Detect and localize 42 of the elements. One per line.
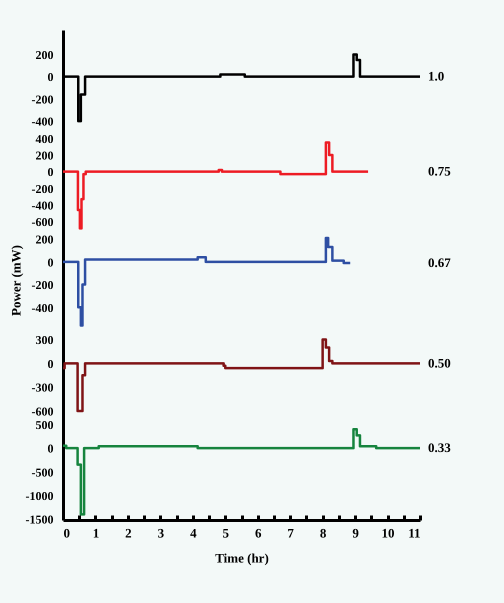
y-tick-label: -200 bbox=[32, 182, 54, 196]
x-tick-label: 0 bbox=[64, 526, 70, 540]
series-label: 0.50 bbox=[428, 355, 451, 370]
text: 0.75 bbox=[428, 164, 452, 179]
x-tick-label: 6 bbox=[254, 526, 262, 540]
y-tick-label: 0 bbox=[48, 165, 54, 180]
y-tick-label: -600 bbox=[32, 404, 54, 419]
y-tick-label: 200 bbox=[36, 232, 54, 247]
x-tick-label: 10 bbox=[382, 526, 395, 540]
y-axis-title: Power (mW) bbox=[8, 245, 24, 316]
y-tick-label: -600 bbox=[32, 215, 54, 230]
y-tick-label: 0 bbox=[48, 442, 54, 456]
x-tick-label: 7 bbox=[287, 526, 294, 540]
y-tick-label: 400 bbox=[36, 132, 54, 146]
series-label: 0.33 bbox=[428, 440, 452, 456]
y-tick-label: -500 bbox=[32, 465, 54, 480]
y-tick-label: -300 bbox=[32, 380, 54, 395]
y-tick-label: 200 bbox=[36, 148, 54, 162]
x-tick-label: 8 bbox=[320, 526, 327, 540]
y-tick-label: -1000 bbox=[26, 488, 54, 503]
y-tick-label: 300 bbox=[36, 333, 54, 348]
x-axis-title: Time (hr) bbox=[215, 550, 269, 566]
y-tick-label: -400 bbox=[32, 114, 54, 129]
text: 0.67 bbox=[428, 254, 452, 270]
x-tick-label: 11 bbox=[408, 526, 420, 540]
y-tick-label: 0 bbox=[48, 70, 54, 84]
y-tick-label: -400 bbox=[32, 300, 54, 315]
x-tick-label: 3 bbox=[158, 526, 165, 540]
y-tick-label: -200 bbox=[32, 92, 54, 106]
y-tick-label: 0 bbox=[48, 356, 54, 371]
y-tick-label: -400 bbox=[32, 198, 54, 212]
x-tick-label: 2 bbox=[125, 526, 132, 540]
x-tick-label: 9 bbox=[352, 526, 360, 540]
y-tick-label: 500 bbox=[36, 418, 54, 432]
x-tick-label: 1 bbox=[92, 526, 100, 540]
x-tick-label: 4 bbox=[190, 526, 198, 540]
x-tick-label: 5 bbox=[222, 526, 230, 540]
y-tick-label: 0 bbox=[48, 255, 54, 270]
series-label: 1.0 bbox=[428, 68, 444, 84]
y-tick-label: 200 bbox=[36, 48, 54, 62]
y-tick-label: -1500 bbox=[26, 512, 54, 527]
y-tick-label: -200 bbox=[32, 278, 54, 292]
